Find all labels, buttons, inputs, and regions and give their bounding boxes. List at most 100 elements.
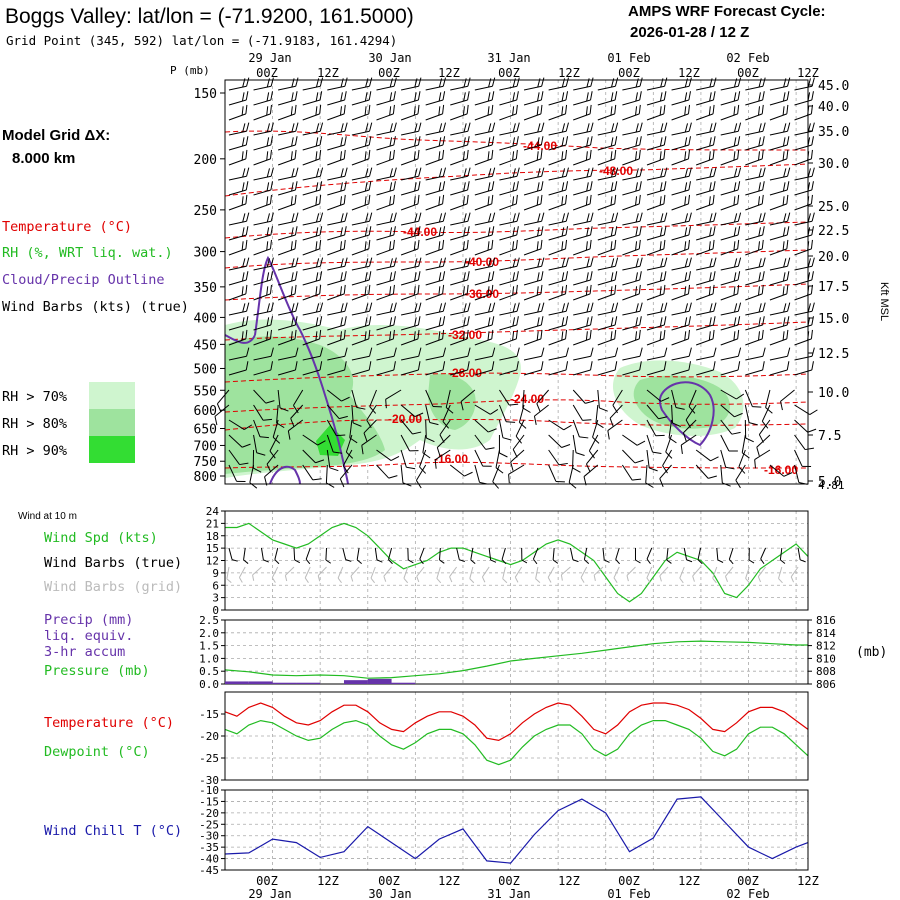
barb-flag <box>315 459 325 464</box>
barb-shaft <box>383 566 392 577</box>
barb-flag-2 <box>463 317 466 327</box>
wind-panel-border <box>224 510 809 611</box>
barb-flag <box>722 482 731 487</box>
barb-shaft <box>697 547 702 560</box>
barb-flag <box>614 284 617 294</box>
wind-barb-152 <box>425 167 447 181</box>
wind-barb-55 <box>400 104 420 121</box>
barb-shaft <box>720 144 739 151</box>
wind-barb-507 <box>290 404 304 427</box>
barb-flag <box>393 212 397 222</box>
barb-flag <box>688 77 692 87</box>
wind-barb-50 <box>277 104 297 121</box>
wind-barb-311 <box>794 257 815 271</box>
barb-flag <box>786 91 790 101</box>
barb-shaft <box>469 566 474 579</box>
barb-shaft <box>695 113 714 121</box>
barb-flag <box>737 104 740 114</box>
wind-barb-485 <box>351 389 366 410</box>
surface-barb-true-1 <box>243 547 249 564</box>
wind-barb-331 <box>696 271 716 286</box>
barb-flag <box>263 559 269 563</box>
wind-barb-254 <box>573 226 593 241</box>
barb-flag <box>319 284 322 294</box>
barb-flag-2 <box>291 317 294 327</box>
barb-flag-2 <box>758 303 762 313</box>
barb-shaft <box>499 234 517 241</box>
barb-flag-2 <box>561 317 565 327</box>
wind-barb-529 <box>253 419 269 439</box>
surface-barb-grid-12 <box>416 566 425 583</box>
wind-barb-37 <box>548 91 569 106</box>
barb-flag <box>639 136 642 146</box>
barb-flag-2 <box>635 168 639 178</box>
barb-flag <box>392 329 395 339</box>
barb-flag-2 <box>610 151 613 161</box>
wind-barb-542 <box>572 419 589 439</box>
barb-flag-2 <box>684 317 688 327</box>
barb-flag-2 <box>389 303 393 313</box>
barb-shaft <box>400 449 407 468</box>
wind-barb-571 <box>680 434 697 454</box>
barb-shaft <box>337 566 344 579</box>
wind-barb-589 <box>548 449 568 466</box>
barb-shaft <box>745 369 763 376</box>
barb-shaft <box>523 338 542 346</box>
barb-flag <box>516 257 520 267</box>
bottom-time-label-2: 00Z <box>378 874 400 888</box>
barb-flag <box>406 466 416 470</box>
barb-flag <box>540 361 544 371</box>
barb-shaft <box>425 338 443 346</box>
barb-flag <box>470 559 476 565</box>
barb-shaft <box>573 130 591 136</box>
wind-barb-376 <box>622 302 643 316</box>
barb-flag-2 <box>266 168 270 178</box>
barb-shaft <box>744 404 750 423</box>
barb-flag <box>491 77 496 87</box>
barb-flag <box>392 194 395 204</box>
wind-barb-491 <box>499 389 519 406</box>
barb-flag-2 <box>512 272 516 282</box>
wind-barb-31 <box>400 91 421 106</box>
pressure-tick-label-0: 150 <box>194 87 217 102</box>
barb-shaft <box>745 189 763 196</box>
barb-shaft <box>400 310 419 316</box>
barb-flag <box>272 436 281 444</box>
barb-flag <box>590 136 593 146</box>
barb-flag <box>214 416 218 426</box>
barb-flag <box>491 149 494 159</box>
wind-barb-492 <box>522 389 531 413</box>
barb-shaft <box>586 449 599 465</box>
barb-shaft <box>790 566 799 578</box>
barb-shaft <box>238 566 246 578</box>
barb-flag-2 <box>709 92 712 102</box>
barb-flag <box>593 575 596 581</box>
wind-barb-388 <box>327 316 347 331</box>
barb-flag-2 <box>389 123 393 133</box>
grid-point-subtitle: Grid Point (345, 592) lat/lon = (-71.918… <box>6 33 397 48</box>
barb-flag <box>810 329 813 339</box>
barb-flag <box>466 104 469 114</box>
wind-barb-106 <box>474 136 495 151</box>
wind-barb-246 <box>376 226 396 241</box>
wind-barb-165 <box>745 167 766 181</box>
barb-shaft <box>523 355 542 361</box>
barb-shaft <box>400 203 419 211</box>
barb-flag-2 <box>610 331 613 341</box>
wind-barb-482 <box>277 389 289 412</box>
wind-barb-163 <box>696 167 717 181</box>
barb-flag <box>344 122 348 132</box>
barb-flag <box>639 122 643 132</box>
barb-shaft <box>646 293 665 301</box>
barb-flag-2 <box>782 317 786 327</box>
barb-flag <box>737 194 740 204</box>
barb-flag-2 <box>733 258 738 268</box>
wind-barb-330 <box>671 271 692 286</box>
barb-flag-2 <box>660 258 664 268</box>
wind-barb-176 <box>425 181 446 196</box>
wind-barb-179 <box>499 181 519 196</box>
barb-shaft <box>720 389 737 400</box>
barb-flag <box>417 361 421 371</box>
barb-flag <box>712 284 715 294</box>
barb-flag-2 <box>339 286 342 296</box>
